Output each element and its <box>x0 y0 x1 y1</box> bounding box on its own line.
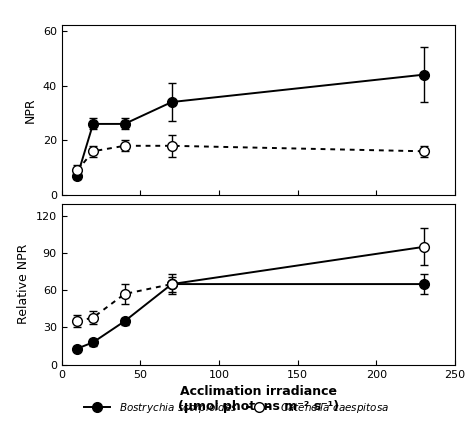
Legend: $\it{Bostrychia\ scorpioides}$, $\it{Catenella\ caespitosa}$: $\it{Bostrychia\ scorpioides}$, $\it{Cat… <box>80 396 394 419</box>
Y-axis label: NPR: NPR <box>24 98 37 123</box>
X-axis label: Acclimation irradiance
(μmol photons m⁻² s⁻¹): Acclimation irradiance (μmol photons m⁻²… <box>178 385 339 413</box>
Y-axis label: Relative NPR: Relative NPR <box>17 244 30 324</box>
